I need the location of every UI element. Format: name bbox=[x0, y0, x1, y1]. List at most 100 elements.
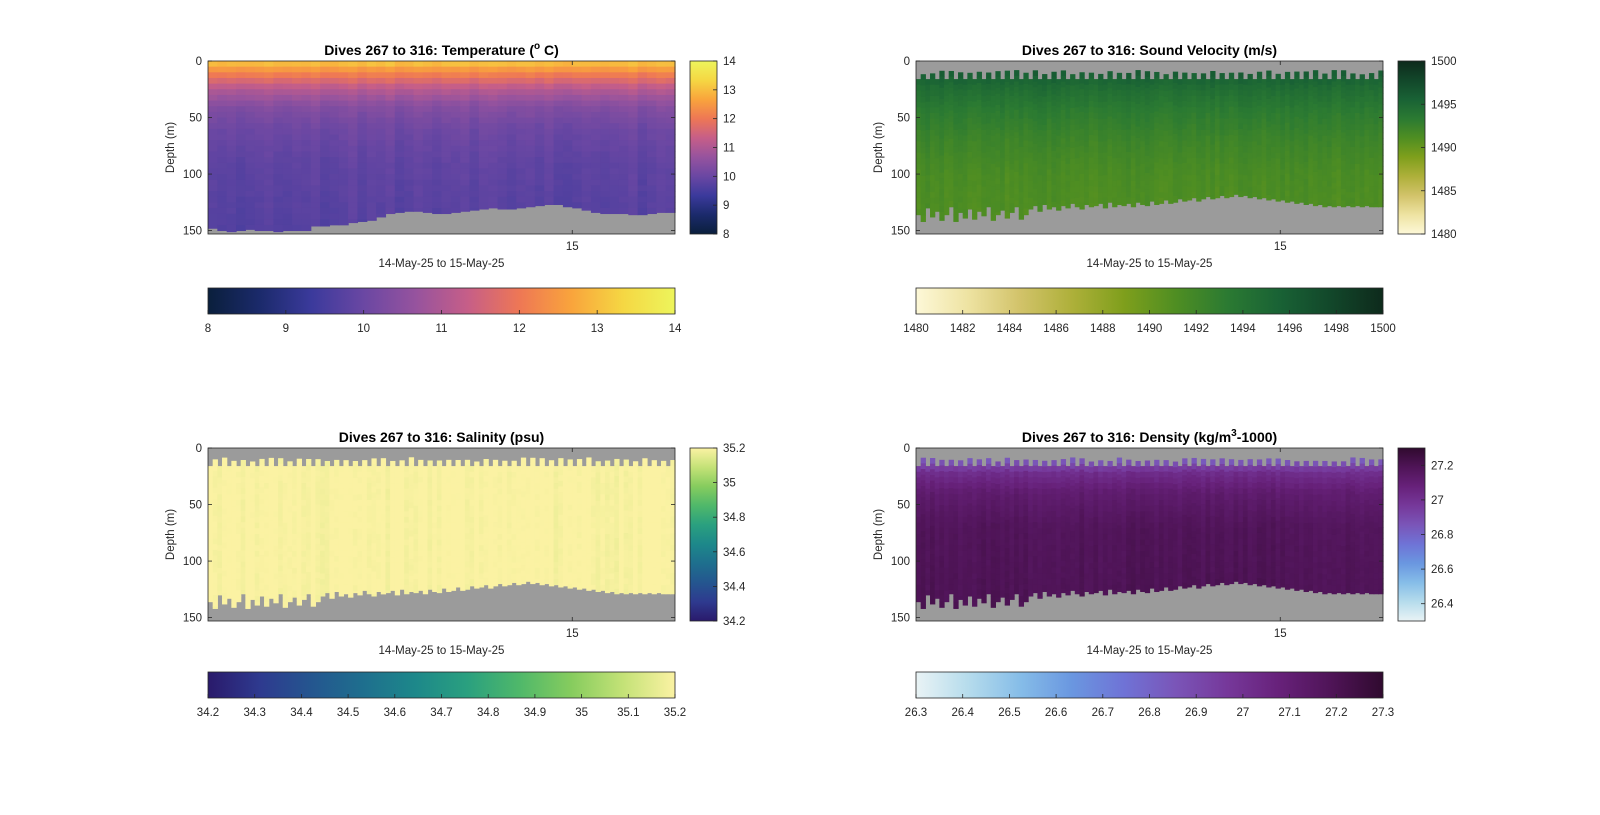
heatmap-cell bbox=[329, 505, 335, 512]
hcolorbar-tick-label: 1500 bbox=[1370, 323, 1396, 335]
heatmap-cell bbox=[562, 89, 573, 96]
heatmap-cell bbox=[1345, 101, 1351, 108]
heatmap-cell bbox=[310, 179, 321, 186]
heatmap-cell bbox=[990, 96, 996, 103]
heatmap-cell bbox=[488, 94, 499, 101]
heatmap-cell bbox=[1228, 185, 1235, 192]
heatmap-cell bbox=[646, 134, 657, 141]
heatmap-cell bbox=[1112, 152, 1118, 159]
heatmap-cell bbox=[282, 191, 293, 198]
heatmap-cell bbox=[1205, 175, 1211, 182]
heatmap-cell bbox=[628, 157, 639, 164]
heatmap-cell bbox=[282, 533, 288, 540]
heatmap-cell bbox=[264, 500, 270, 507]
heatmap-cell bbox=[995, 155, 1001, 162]
heatmap-cell bbox=[981, 124, 987, 131]
heatmap-cell bbox=[357, 61, 368, 68]
heatmap-cell bbox=[306, 560, 312, 567]
heatmap-cell bbox=[600, 83, 611, 90]
heatmap-cell bbox=[967, 197, 973, 204]
colorbar-tick-label: 10 bbox=[723, 171, 736, 183]
heatmap-cell bbox=[1009, 209, 1015, 213]
heatmap-cell bbox=[329, 140, 340, 147]
heatmap-cell bbox=[264, 556, 270, 563]
heatmap-cell bbox=[656, 174, 667, 181]
heatmap-cell bbox=[217, 100, 228, 107]
heatmap-cell bbox=[1378, 172, 1384, 179]
heatmap-cell bbox=[972, 158, 978, 165]
heatmap-cell bbox=[1331, 194, 1337, 201]
heatmap-cell bbox=[362, 482, 368, 489]
heatmap-cell bbox=[1378, 81, 1384, 88]
heatmap-cell bbox=[1126, 101, 1132, 108]
heatmap-cell bbox=[413, 174, 424, 181]
heatmap-cell bbox=[1252, 141, 1258, 148]
heatmap-cell bbox=[371, 577, 377, 584]
heatmap-cell bbox=[301, 185, 312, 192]
heatmap-cell bbox=[1322, 118, 1328, 125]
heatmap-cell bbox=[366, 202, 377, 209]
heatmap-cell bbox=[362, 516, 368, 523]
heatmap-cell bbox=[628, 191, 639, 198]
heatmap-cell bbox=[208, 100, 218, 107]
heatmap-cell bbox=[273, 601, 279, 604]
heatmap-cell bbox=[1354, 158, 1361, 165]
heatmap-cell bbox=[236, 550, 242, 557]
heatmap-cell bbox=[1135, 81, 1141, 88]
heatmap-cell bbox=[1345, 192, 1351, 199]
heatmap-cell bbox=[1252, 107, 1258, 114]
heatmap-cell bbox=[357, 466, 363, 473]
heatmap-cell bbox=[562, 134, 573, 141]
heatmap-cell bbox=[394, 471, 401, 478]
heatmap-cell bbox=[572, 106, 583, 113]
heatmap-cell bbox=[292, 584, 298, 591]
heatmap-cell bbox=[1191, 106, 1197, 114]
heatmap-cell bbox=[572, 157, 583, 164]
heatmap-cell bbox=[1042, 113, 1048, 120]
heatmap-cell bbox=[278, 480, 284, 487]
heatmap-cell bbox=[1238, 95, 1244, 102]
heatmap-cell bbox=[1018, 152, 1025, 159]
heatmap-cell bbox=[562, 179, 573, 186]
heatmap-cell bbox=[273, 179, 284, 186]
heatmap-cell bbox=[656, 151, 667, 158]
heatmap-cell bbox=[1191, 73, 1197, 80]
heatmap-cell bbox=[1312, 92, 1319, 99]
heatmap-cell bbox=[930, 203, 936, 210]
heatmap-cell bbox=[1028, 129, 1034, 137]
heatmap-cell bbox=[981, 135, 987, 142]
heatmap-cell bbox=[1060, 160, 1067, 167]
heatmap-cell bbox=[920, 175, 926, 183]
heatmap-cell bbox=[460, 72, 471, 79]
heatmap-cell bbox=[995, 189, 1001, 196]
heatmap-cell bbox=[320, 134, 331, 141]
heatmap-cell bbox=[394, 162, 405, 169]
heatmap-cell bbox=[273, 202, 284, 209]
heatmap-cell bbox=[320, 89, 331, 96]
heatmap-cell bbox=[553, 106, 564, 113]
heatmap-cell bbox=[296, 543, 302, 550]
heatmap-cell bbox=[413, 528, 419, 535]
heatmap-cell bbox=[934, 129, 940, 137]
heatmap-cell bbox=[357, 77, 368, 85]
heatmap-cell bbox=[1158, 79, 1165, 86]
heatmap-cell bbox=[315, 538, 321, 545]
heatmap-cell bbox=[329, 123, 340, 130]
heatmap-cell bbox=[1186, 107, 1193, 114]
heatmap-cell bbox=[469, 106, 480, 113]
heatmap-cell bbox=[376, 185, 387, 192]
heatmap-cell bbox=[1140, 129, 1146, 137]
heatmap-cell bbox=[310, 488, 317, 495]
heatmap-cell bbox=[1070, 130, 1076, 137]
heatmap-cell bbox=[1182, 180, 1188, 187]
hcolorbar-tick-label: 1480 bbox=[903, 323, 929, 335]
heatmap-cell bbox=[544, 100, 555, 107]
heatmap-cell bbox=[958, 128, 964, 135]
heatmap-cell bbox=[1032, 75, 1039, 83]
heatmap-cell bbox=[1294, 99, 1300, 106]
heatmap-cell bbox=[315, 600, 321, 603]
heatmap-cell bbox=[934, 158, 940, 165]
heatmap-cell bbox=[1191, 197, 1197, 199]
heatmap-cell bbox=[1028, 118, 1034, 125]
heatmap-cell bbox=[1163, 119, 1169, 126]
